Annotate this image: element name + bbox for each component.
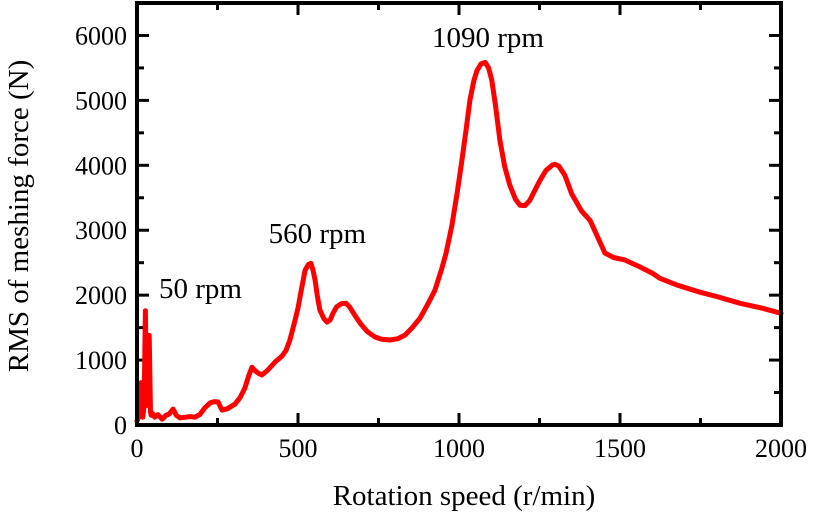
x-tick-label: 0 (131, 434, 144, 463)
x-tick-label: 2000 (755, 434, 807, 463)
tick-labels: 0 500 1000 1500 2000 0 1000 2000 3000 4000 5000 600… (75, 21, 807, 463)
y-tick-label: 5000 (75, 86, 127, 115)
y-tick-label: 3000 (75, 216, 127, 245)
y-tick-label: 4000 (75, 151, 127, 180)
annotation-label: 560 rpm (269, 218, 367, 250)
x-tick-label: 1500 (594, 434, 646, 463)
y-tick-label: 6000 (75, 21, 127, 50)
annotation-label: 1090 rpm (432, 22, 544, 54)
x-tick-label: 1000 (433, 434, 485, 463)
plot-frame (135, 1, 783, 427)
y-tick-label: 2000 (75, 281, 127, 310)
annotations: 50 rpm 560 rpm 1090 rpm (159, 22, 544, 305)
y-tick-label: 0 (114, 411, 127, 440)
y-axis-title: RMS of meshing force (N) (3, 60, 35, 373)
x-tick-label: 500 (279, 434, 318, 463)
series-line-rms (134, 59, 784, 424)
x-axis-title: Rotation speed (r/min) (333, 480, 596, 512)
y-tick-label: 1000 (75, 346, 127, 375)
axis-ticks (135, 1, 783, 427)
annotation-label: 50 rpm (159, 273, 242, 305)
